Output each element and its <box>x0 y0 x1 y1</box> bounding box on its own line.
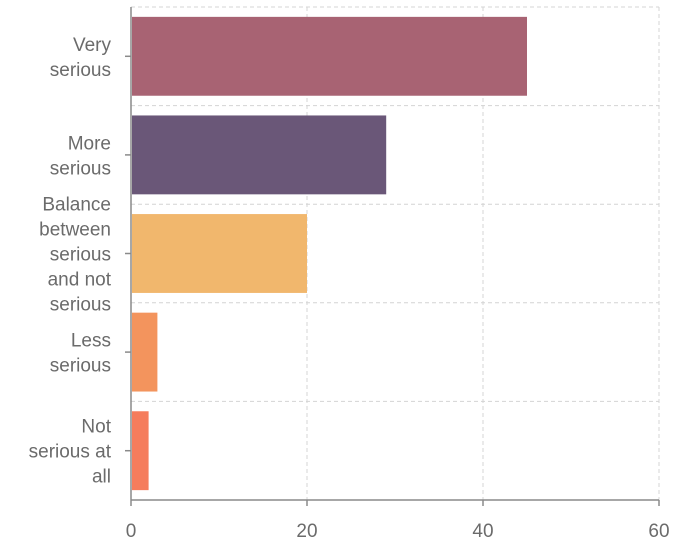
y-axis-labels: Very serious More serious Balance between seri… <box>29 35 131 488</box>
x-axis-ticks: 0 20 40 60 <box>126 500 670 542</box>
y-category-label: Less serious <box>50 331 111 377</box>
bars <box>132 16 527 491</box>
x-tick-label: 60 <box>648 521 669 542</box>
bar <box>132 411 149 491</box>
y-category-label: Very serious <box>50 35 112 81</box>
x-tick-label: 0 <box>126 521 137 542</box>
bar <box>132 312 158 392</box>
y-category-label: More serious <box>50 133 111 179</box>
y-category-label: Balance between serious and not serious <box>39 195 112 316</box>
y-category-label: Not serious at all <box>29 417 112 488</box>
bar <box>132 115 387 195</box>
x-tick-label: 20 <box>296 521 317 542</box>
bar <box>132 214 307 293</box>
x-tick-label: 40 <box>472 521 493 542</box>
bar <box>132 16 527 96</box>
